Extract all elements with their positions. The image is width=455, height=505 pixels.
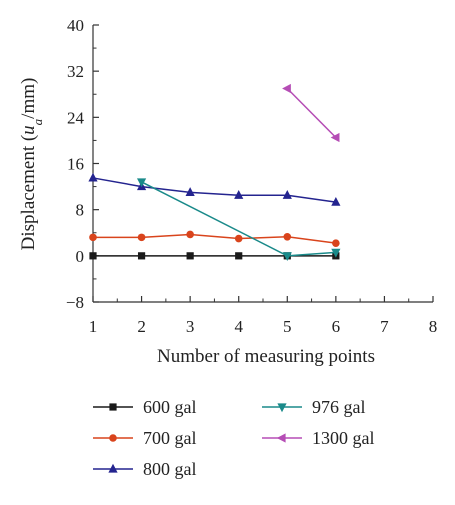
data-point <box>331 248 341 258</box>
series-800-gal <box>88 172 341 206</box>
y-tick-label: 0 <box>76 247 85 266</box>
data-point <box>89 233 97 242</box>
data-point <box>186 252 194 260</box>
y-axis-title-suffix: /mm) <box>18 78 39 119</box>
x-axis-ticks: 1 2 3 4 5 6 7 8 <box>89 296 438 336</box>
series-line <box>286 87 337 139</box>
x-tick-label: 4 <box>234 317 243 336</box>
data-point <box>331 196 341 206</box>
data-point <box>186 230 194 239</box>
legend-item-1300-gal: 1300 gal <box>262 428 375 448</box>
y-axis-ticks: 40 32 24 16 8 0 −8 <box>66 16 99 312</box>
y-tick-label: 8 <box>76 201 85 220</box>
legend-item-976-gal: 976 gal <box>262 397 366 417</box>
legend-swatch-marker <box>108 463 118 473</box>
series-line <box>93 233 336 244</box>
x-tick-label: 2 <box>137 317 146 336</box>
legend-label: 600 gal <box>143 397 197 417</box>
data-point <box>282 83 291 94</box>
x-tick-label: 3 <box>186 317 195 336</box>
data-point <box>185 187 195 196</box>
legend-swatch-marker <box>109 434 117 442</box>
y-tick-label: 32 <box>67 62 84 81</box>
data-point <box>234 190 244 199</box>
legend-label: 976 gal <box>312 397 366 417</box>
data-point <box>137 252 146 260</box>
series-line <box>92 177 336 203</box>
x-tick-label: 6 <box>332 317 341 336</box>
legend-item-600-gal: 600 gal <box>93 397 197 417</box>
data-point <box>88 172 98 182</box>
series-700-gal <box>89 230 340 247</box>
x-tick-label: 1 <box>89 317 98 336</box>
data-point <box>282 252 292 262</box>
plot-frame <box>92 25 433 303</box>
series-1300-gal <box>282 83 340 143</box>
y-axis-title: Displacement (ua/mm) <box>18 78 45 251</box>
y-tick-label: 40 <box>67 16 84 35</box>
data-point <box>89 252 97 260</box>
legend-label: 1300 gal <box>312 428 375 448</box>
y-axis-title-subscript: a <box>30 118 45 125</box>
data-point <box>330 132 340 143</box>
data-point <box>282 190 292 199</box>
data-point <box>332 239 340 247</box>
x-axis-title: Number of measuring points <box>157 346 375 367</box>
legend-swatch-marker <box>277 403 287 413</box>
data-point <box>283 232 292 241</box>
data-point <box>136 178 147 188</box>
legend-swatch-marker <box>109 403 117 411</box>
legend-label: 800 gal <box>143 459 197 479</box>
y-tick-label: −8 <box>66 293 84 312</box>
series-600-gal <box>89 252 340 260</box>
x-tick-label: 5 <box>283 317 292 336</box>
series-976-gal <box>136 178 341 262</box>
legend-item-700-gal: 700 gal <box>93 428 197 448</box>
series-layer <box>88 83 341 262</box>
data-point <box>137 233 146 242</box>
x-tick-label: 7 <box>380 317 389 336</box>
y-tick-label: 24 <box>67 108 85 127</box>
data-point <box>235 252 243 260</box>
y-axis-title-variable: u <box>18 125 39 135</box>
y-axis-title-prefix: Displacement ( <box>18 135 39 251</box>
x-tick-label: 8 <box>429 317 438 336</box>
legend-label: 700 gal <box>143 428 197 448</box>
y-tick-label: 16 <box>67 155 84 174</box>
legend: 600 gal 700 gal 800 gal 976 gal 1300 gal <box>93 397 375 479</box>
legend-swatch-marker <box>276 433 286 443</box>
data-point <box>234 234 243 243</box>
legend-item-800-gal: 800 gal <box>93 459 197 479</box>
